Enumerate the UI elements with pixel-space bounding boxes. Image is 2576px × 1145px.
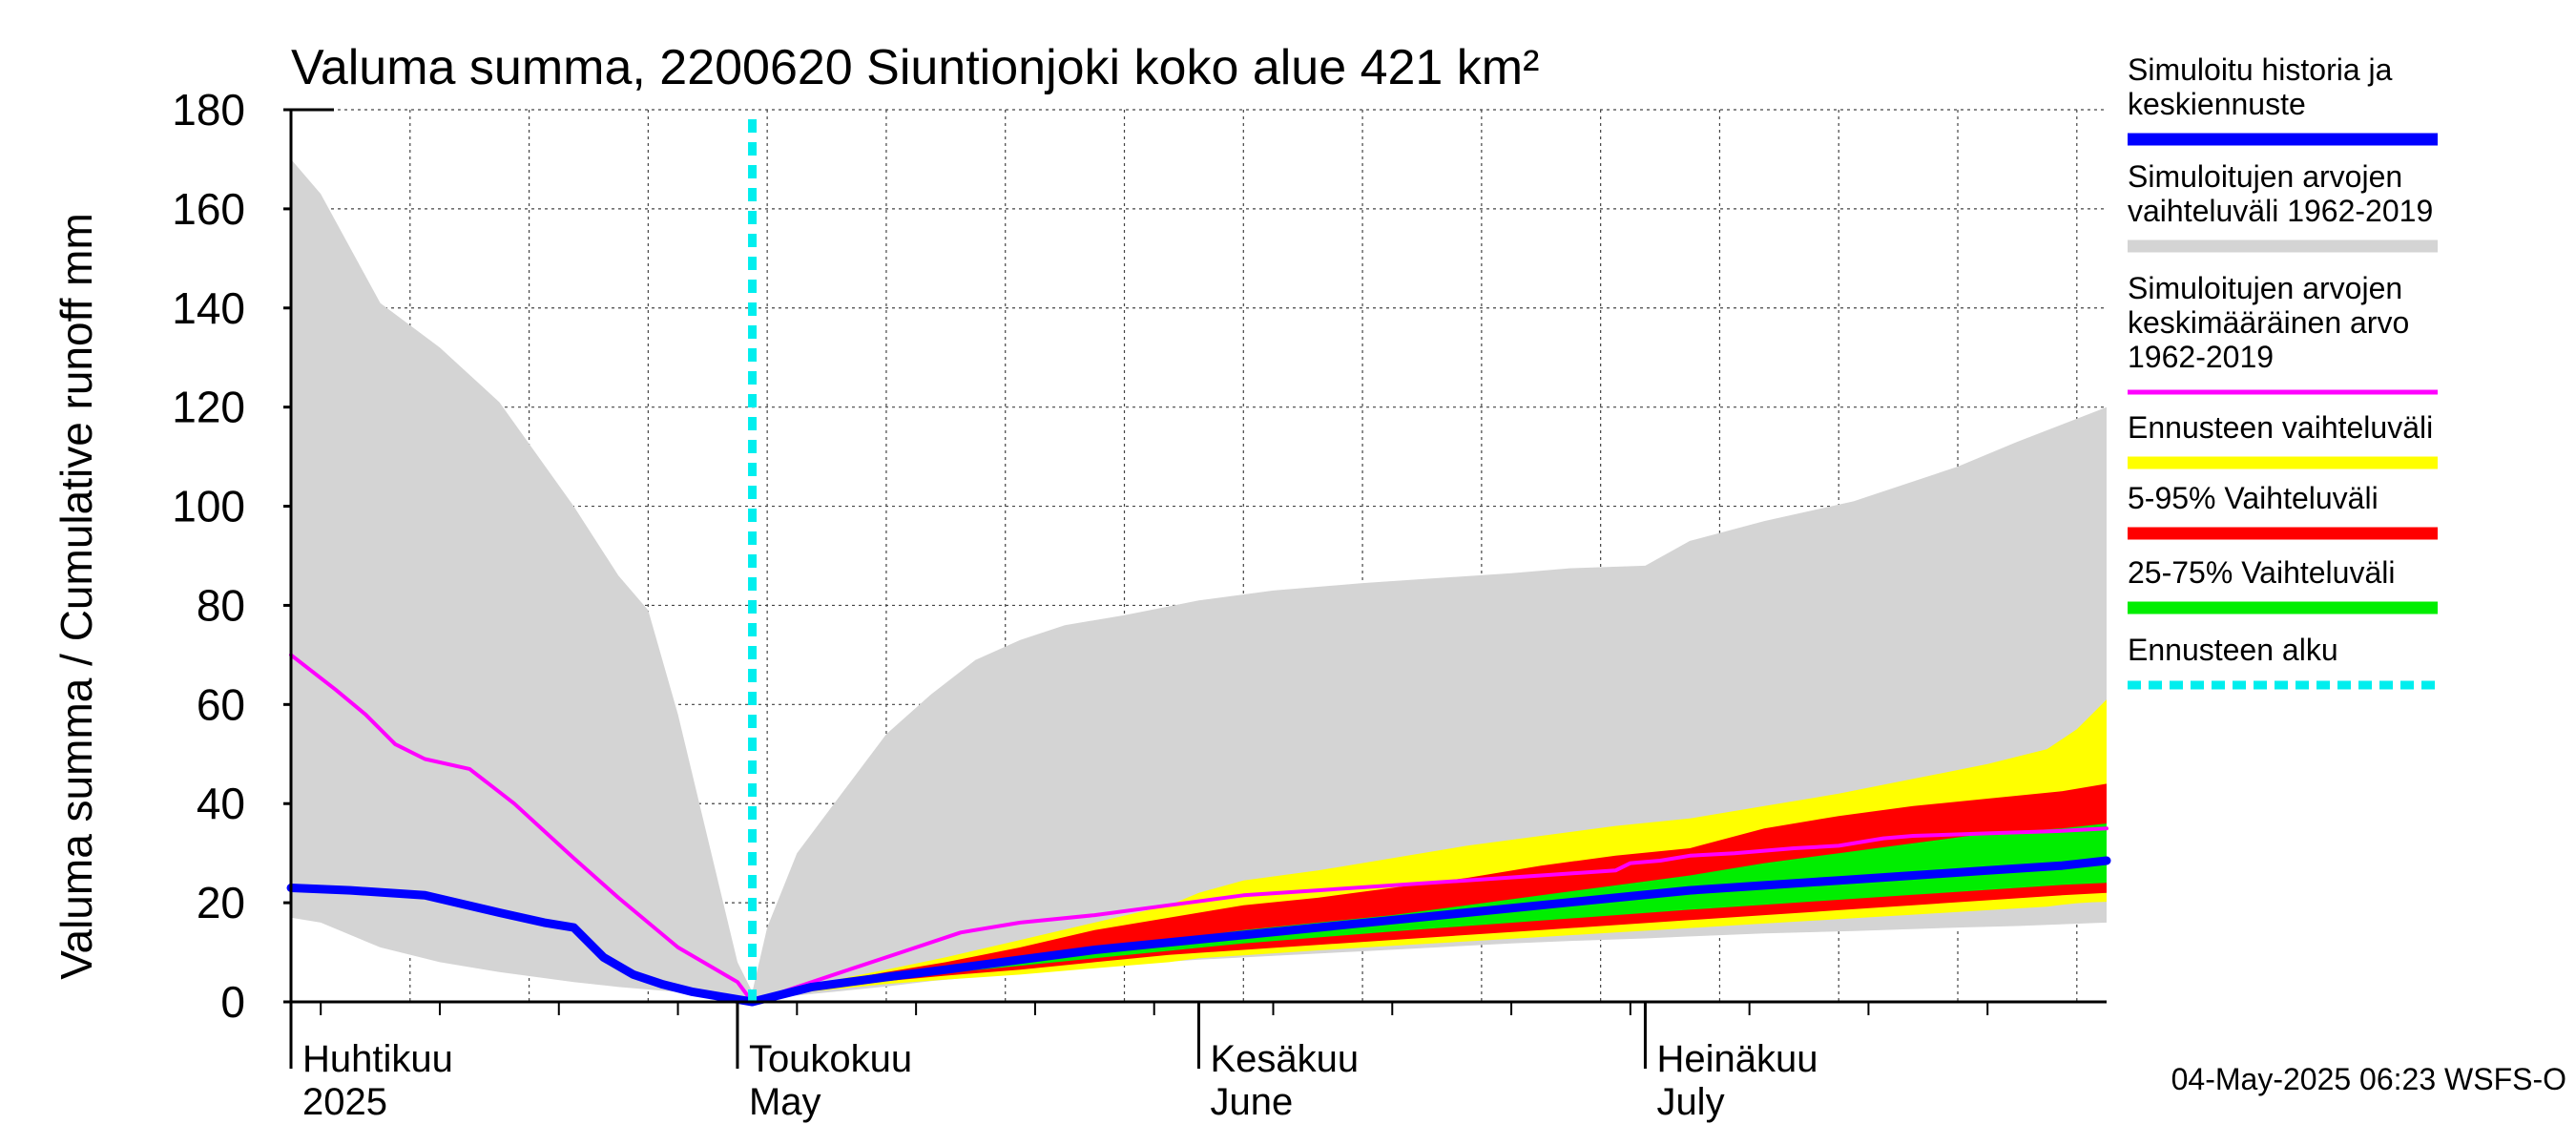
y-tick-label: 100 (172, 482, 245, 531)
y-tick-label: 60 (197, 679, 245, 729)
x-tick-label-month: Huhtikuu (302, 1038, 453, 1080)
footer-timestamp: 04-May-2025 06:23 WSFS-O (2171, 1062, 2566, 1096)
x-tick-label-year: July (1656, 1081, 1724, 1123)
x-tick-label-year: 2025 (302, 1081, 387, 1123)
y-axis-label: Valuma summa / Cumulative runoff mm (52, 213, 101, 980)
series-lines (286, 653, 2111, 1007)
x-tick-label-year: May (749, 1081, 821, 1123)
y-tick-label: 20 (197, 878, 245, 927)
x-tick-label-month: Heinäkuu (1656, 1038, 1818, 1080)
legend-label: Ennusteen alku (2128, 633, 2338, 667)
legend-label: Simuloitujen arvojen (2128, 159, 2402, 194)
y-tick-label: 140 (172, 283, 245, 333)
legend-label: Simuloitujen arvojen (2128, 271, 2402, 305)
legend-label: 1962-2019 (2128, 340, 2274, 374)
x-tick-label-year: June (1211, 1081, 1294, 1123)
legend-label: keskimääräinen arvo (2128, 305, 2409, 340)
x-tick-label-month: Kesäkuu (1211, 1038, 1360, 1080)
legend-label: Ennusteen vaihteluväli (2128, 410, 2433, 445)
y-tick-label: 80 (197, 580, 245, 630)
band-range (291, 158, 2107, 1001)
y-tick-label: 0 (220, 977, 245, 1027)
y-tick-label: 180 (172, 85, 245, 135)
series-line-mean (289, 653, 2109, 1004)
axes (283, 108, 2107, 1069)
y-tick-label: 160 (172, 184, 245, 234)
band-forecast_range (752, 699, 2107, 1002)
legend-label: 25-75% Vaihteluväli (2128, 555, 2395, 590)
series-line-history (286, 856, 2111, 1007)
legend-label: 5-95% Vaihteluväli (2128, 481, 2379, 515)
legend-label: vaihteluväli 1962-2019 (2128, 194, 2433, 228)
x-tick-label-month: Toukokuu (749, 1038, 912, 1080)
legend-label: keskiennuste (2128, 87, 2306, 121)
y-tick-labels: 0 20 40 60 80 100 120 140 160 180 (172, 85, 245, 1027)
chart-title: Valuma summa, 2200620 Siuntionjoki koko … (291, 40, 1539, 95)
legend-label: Simuloitu historia ja (2128, 52, 2393, 87)
y-tick-label: 40 (197, 779, 245, 828)
y-tick-label: 120 (172, 383, 245, 432)
